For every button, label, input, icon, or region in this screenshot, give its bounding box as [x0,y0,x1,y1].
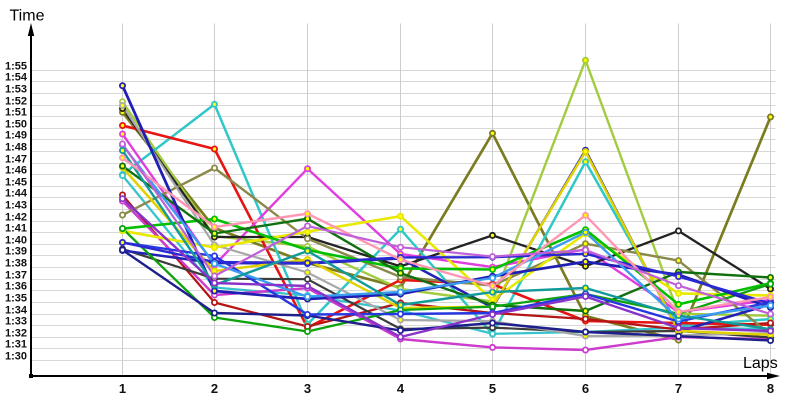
svg-text:1:32: 1:32 [5,328,27,340]
svg-text:1:51: 1:51 [5,107,27,119]
svg-text:Time: Time [10,8,45,25]
svg-text:1:44: 1:44 [5,188,28,200]
svg-text:1:49: 1:49 [5,130,27,142]
svg-text:1:45: 1:45 [5,177,27,189]
svg-text:2: 2 [211,381,218,396]
svg-text:1:46: 1:46 [5,165,27,177]
svg-text:1:41: 1:41 [5,223,27,235]
svg-text:Laps: Laps [743,355,778,372]
svg-text:1:38: 1:38 [5,258,27,270]
svg-text:1:52: 1:52 [5,96,27,108]
svg-text:1:54: 1:54 [5,72,28,84]
svg-text:1:48: 1:48 [5,142,27,154]
svg-text:1:42: 1:42 [5,212,27,224]
svg-text:4: 4 [397,381,405,396]
svg-text:1:31: 1:31 [5,339,27,351]
svg-text:1:36: 1:36 [5,281,27,293]
svg-text:1:34: 1:34 [5,305,28,317]
svg-text:1:53: 1:53 [5,84,27,96]
svg-text:1:35: 1:35 [5,293,27,305]
svg-text:1:39: 1:39 [5,246,27,258]
svg-text:1:40: 1:40 [5,235,27,247]
svg-text:1: 1 [119,381,126,396]
svg-text:8: 8 [767,381,774,396]
svg-text:1:43: 1:43 [5,200,27,212]
svg-text:6: 6 [582,381,589,396]
svg-text:1:50: 1:50 [5,119,27,131]
svg-text:1:37: 1:37 [5,270,27,282]
svg-text:5: 5 [489,381,496,396]
svg-text:3: 3 [304,381,311,396]
svg-text:1:55: 1:55 [5,61,27,73]
svg-text:1:30: 1:30 [5,351,27,363]
svg-text:1:33: 1:33 [5,316,27,328]
svg-text:1:47: 1:47 [5,154,27,166]
svg-text:7: 7 [675,381,682,396]
